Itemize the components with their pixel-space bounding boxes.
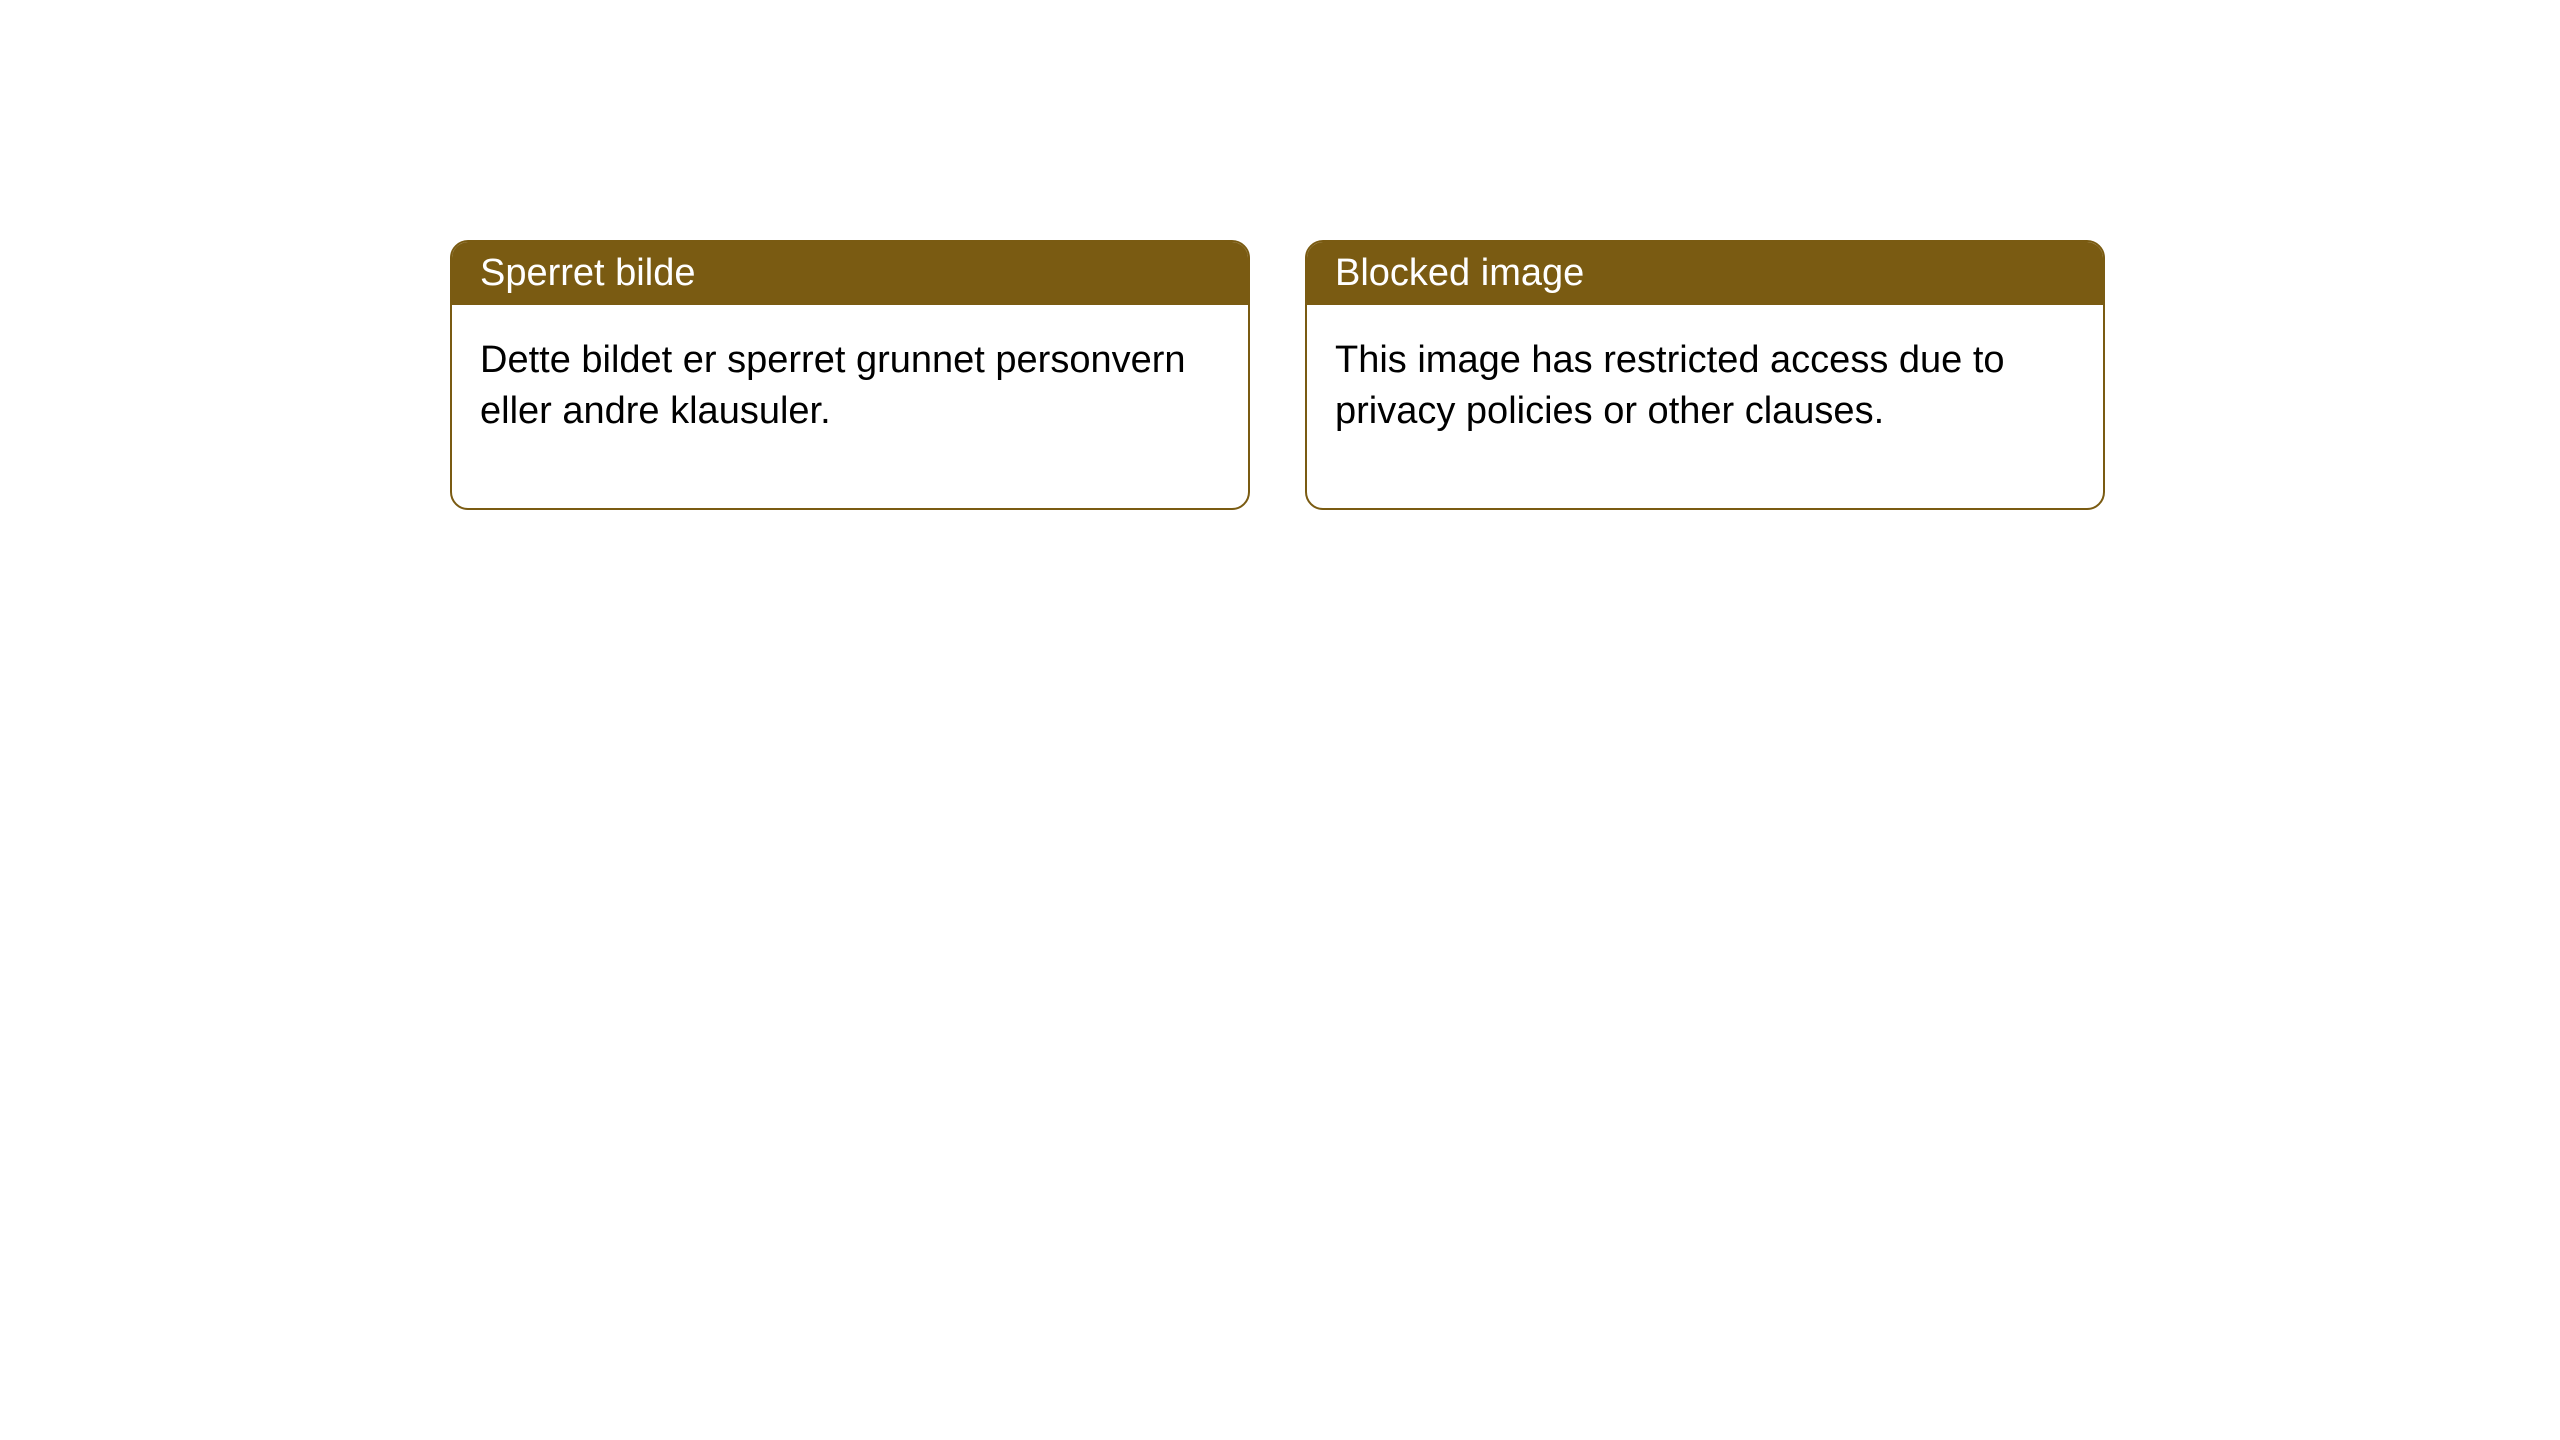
notice-container: Sperret bilde Dette bildet er sperret gr… bbox=[450, 240, 2105, 510]
notice-header: Blocked image bbox=[1307, 242, 2103, 305]
notice-card-english: Blocked image This image has restricted … bbox=[1305, 240, 2105, 510]
notice-body: Dette bildet er sperret grunnet personve… bbox=[452, 305, 1248, 508]
notice-header: Sperret bilde bbox=[452, 242, 1248, 305]
notice-card-norwegian: Sperret bilde Dette bildet er sperret gr… bbox=[450, 240, 1250, 510]
notice-body: This image has restricted access due to … bbox=[1307, 305, 2103, 508]
